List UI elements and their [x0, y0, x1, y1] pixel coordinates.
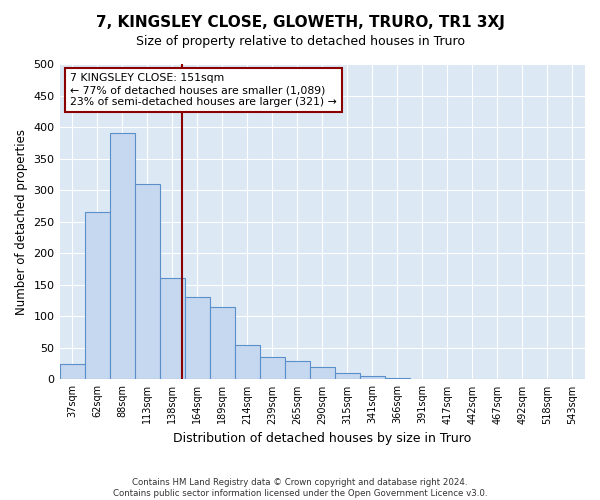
Bar: [485, 379, 510, 380]
Bar: [85, 212, 110, 380]
X-axis label: Distribution of detached houses by size in Truro: Distribution of detached houses by size …: [173, 432, 472, 445]
Bar: [209, 307, 235, 380]
Bar: [235, 344, 260, 380]
Bar: [360, 376, 385, 380]
Y-axis label: Number of detached properties: Number of detached properties: [15, 128, 28, 314]
Bar: [335, 373, 360, 380]
Bar: [435, 379, 460, 380]
Bar: [460, 379, 485, 380]
Bar: [510, 379, 535, 380]
Bar: [59, 364, 85, 380]
Bar: [185, 298, 209, 380]
Bar: [410, 379, 435, 380]
Text: Size of property relative to detached houses in Truro: Size of property relative to detached ho…: [136, 35, 464, 48]
Bar: [310, 367, 335, 380]
Text: Contains HM Land Registry data © Crown copyright and database right 2024.
Contai: Contains HM Land Registry data © Crown c…: [113, 478, 487, 498]
Text: 7, KINGSLEY CLOSE, GLOWETH, TRURO, TR1 3XJ: 7, KINGSLEY CLOSE, GLOWETH, TRURO, TR1 3…: [95, 15, 505, 30]
Bar: [535, 379, 560, 380]
Bar: [134, 184, 160, 380]
Text: 7 KINGSLEY CLOSE: 151sqm
← 77% of detached houses are smaller (1,089)
23% of sem: 7 KINGSLEY CLOSE: 151sqm ← 77% of detach…: [70, 74, 337, 106]
Bar: [560, 379, 585, 380]
Bar: [285, 360, 310, 380]
Bar: [110, 134, 134, 380]
Bar: [385, 378, 410, 380]
Bar: [160, 278, 185, 380]
Bar: [260, 358, 285, 380]
